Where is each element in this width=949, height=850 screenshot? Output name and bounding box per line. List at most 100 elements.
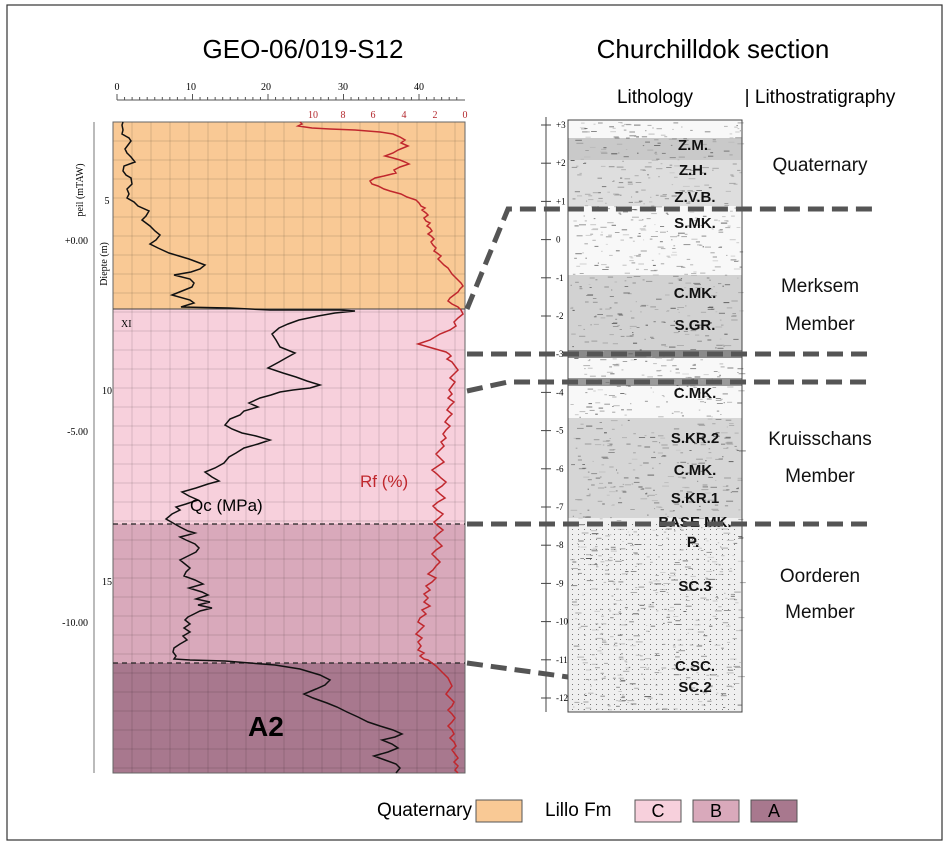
peil-tick-10: -10.00	[62, 618, 88, 629]
litho-dot	[596, 604, 597, 605]
litho-texture-mark	[629, 135, 637, 137]
litho-texture-mark	[683, 267, 686, 268]
litho-dot	[620, 694, 621, 695]
litho-texture-mark	[719, 319, 722, 321]
litho-texture-mark	[655, 684, 658, 686]
litho-dot	[728, 629, 729, 630]
litho-texture-mark	[720, 414, 722, 415]
strat-unit-labels: Quaternary Merksem Member Kruisschans Me…	[768, 155, 872, 623]
litho-dot	[734, 684, 735, 685]
litho-texture-mark	[676, 235, 680, 237]
litho-dot	[608, 564, 609, 565]
litho-texture-mark	[614, 642, 618, 644]
litho-texture-mark	[577, 524, 585, 526]
litho-dot	[734, 624, 735, 625]
litho-dot	[572, 654, 573, 655]
litho-dot	[644, 664, 645, 665]
litho-dot	[662, 584, 663, 585]
litho-texture-mark	[661, 344, 666, 346]
litho-texture-mark	[696, 190, 702, 191]
rf-tick-0: 0	[463, 110, 468, 121]
litho-texture-mark	[726, 672, 734, 674]
litho-texture-mark	[612, 343, 618, 345]
litho-dot	[590, 569, 591, 570]
litho-texture-mark	[651, 259, 654, 261]
litho-dot	[590, 709, 591, 710]
litho-texture-mark	[712, 423, 716, 425]
litho-dot	[650, 579, 651, 580]
correlation-line-3	[466, 379, 872, 394]
litho-dot	[710, 604, 711, 605]
litho-dot	[668, 674, 669, 675]
litho-texture-mark	[614, 206, 618, 208]
litho-texture	[570, 122, 746, 711]
litho-texture-mark	[718, 231, 724, 233]
rf-tick-6: 6	[371, 110, 376, 121]
legend-a-label: A	[768, 801, 780, 821]
litho-dot	[662, 684, 663, 685]
litho-texture-mark	[721, 528, 729, 530]
litho-texture-mark	[579, 273, 584, 274]
litho-dot	[710, 674, 711, 675]
litho-dot	[584, 584, 585, 585]
litho-dot	[650, 599, 651, 600]
litho-texture-mark	[706, 599, 709, 601]
litho-texture-mark	[702, 395, 710, 397]
litho-texture-mark	[572, 561, 577, 563]
litho-texture-mark	[738, 537, 744, 539]
litho-texture-mark	[684, 589, 686, 591]
litho-texture-mark	[725, 190, 731, 192]
litho-texture-mark	[600, 695, 605, 697]
litho-dot	[578, 529, 579, 530]
litho-texture-mark	[616, 686, 620, 688]
litho-dot	[692, 619, 693, 620]
litho-dot	[620, 654, 621, 655]
litho-texture-mark	[600, 359, 607, 361]
litho-dot	[728, 659, 729, 660]
litho-dot	[614, 579, 615, 580]
litho-texture-mark	[612, 127, 616, 129]
litho-dot	[680, 709, 681, 710]
litho-texture-mark	[590, 224, 597, 226]
litho-texture-mark	[594, 563, 597, 565]
litho-texture-mark	[635, 301, 637, 303]
litho-dot	[716, 594, 717, 595]
litho-dot	[698, 629, 699, 630]
scale-tick-label: -1	[556, 273, 564, 283]
litho-dot	[650, 544, 651, 545]
litho-dot	[602, 574, 603, 575]
litho-texture-mark	[717, 597, 719, 599]
litho-texture-mark	[707, 700, 712, 702]
litho-dot	[644, 679, 645, 680]
litho-texture-mark	[610, 617, 614, 619]
litho-dot	[686, 579, 687, 580]
litho-texture-mark	[697, 631, 705, 633]
litho-dot	[644, 624, 645, 625]
litho-texture-mark	[662, 396, 665, 398]
litho-dot	[644, 619, 645, 620]
litho-dot	[608, 669, 609, 670]
litho-dot	[686, 619, 687, 620]
litho-texture-mark	[739, 310, 744, 312]
litho-dot	[590, 604, 591, 605]
litho-texture-mark	[646, 704, 649, 706]
litho-dot	[710, 539, 711, 540]
litho-texture-mark	[590, 554, 593, 556]
litho-dot	[572, 629, 573, 630]
litho-texture-mark	[630, 257, 634, 259]
litho-texture-mark	[591, 588, 598, 590]
litho-texture-mark	[706, 551, 713, 553]
litho-texture-mark	[735, 131, 740, 133]
litho-dot	[692, 674, 693, 675]
litho-texture-mark	[685, 600, 690, 601]
litho-texture-mark	[587, 367, 593, 369]
litho-dot	[668, 664, 669, 665]
litho-dot	[704, 639, 705, 640]
litho-texture-mark	[635, 641, 643, 643]
litho-texture-mark	[669, 370, 672, 372]
legend-quaternary-swatch	[475, 799, 523, 823]
litho-dot	[626, 689, 627, 690]
litho-dot	[626, 659, 627, 660]
litho-texture-mark	[682, 165, 683, 167]
strat-oorderen-member: Member	[785, 602, 855, 623]
